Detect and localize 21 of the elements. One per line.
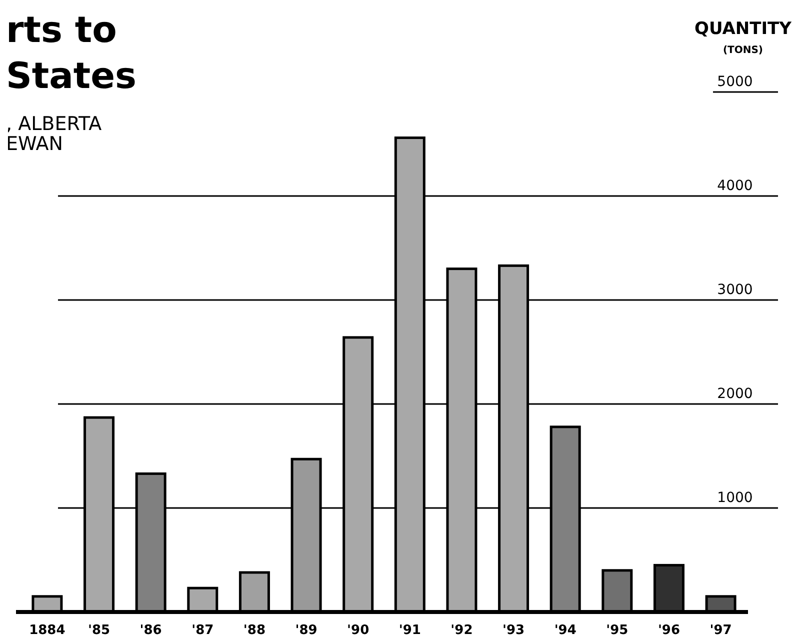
- x-tick-label: '93: [502, 623, 525, 638]
- y-axis-title: QUANTITY (TONS): [694, 19, 792, 56]
- x-tick-label: '89: [295, 623, 318, 638]
- x-tick-label: '88: [243, 623, 266, 638]
- x-tick-label: '96: [658, 623, 680, 638]
- y-tick-label: 2000: [717, 386, 753, 402]
- x-tick-label: '94: [554, 623, 576, 638]
- x-tick-label: '86: [140, 623, 162, 638]
- x-tick-label: '97: [710, 623, 732, 638]
- chart-title: rts to States: [6, 10, 136, 97]
- x-tick-label: '95: [606, 623, 628, 638]
- y-tick-label: 1000: [717, 490, 753, 506]
- y-tick-label: 4000: [717, 178, 753, 194]
- x-tick-label: '91: [398, 623, 421, 638]
- x-tick-label: '87: [192, 623, 214, 638]
- x-tick-label: '92: [450, 623, 473, 638]
- x-tick-label: 1884: [29, 623, 66, 638]
- y-tick-label: 5000: [717, 74, 753, 90]
- y-tick-label: 3000: [717, 282, 753, 298]
- x-tick-label: '85: [88, 623, 110, 638]
- x-tick-label: '90: [347, 623, 370, 638]
